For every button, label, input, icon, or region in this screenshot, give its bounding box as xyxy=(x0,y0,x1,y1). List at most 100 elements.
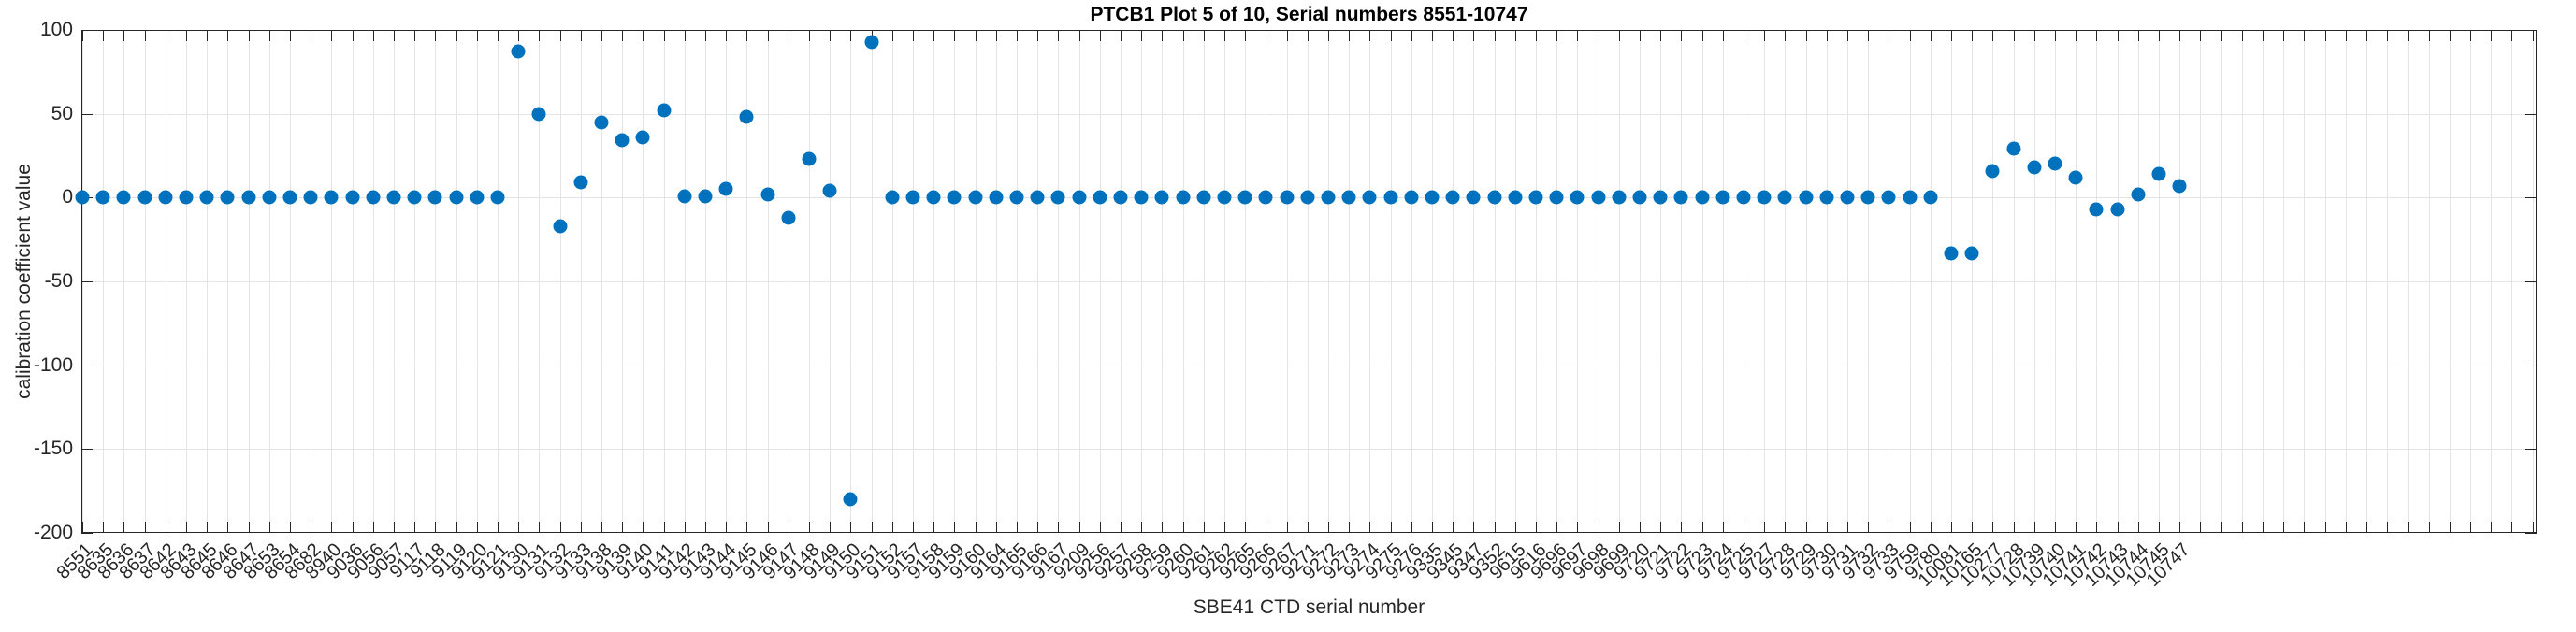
data-point xyxy=(1176,190,1191,205)
y-tick-mark xyxy=(81,113,93,115)
y-tick-label: -150 xyxy=(33,438,73,460)
x-tick-mark-top xyxy=(2449,30,2451,41)
x-tick-mark-top xyxy=(1203,30,1205,41)
x-tick-mark xyxy=(559,522,561,533)
data-point xyxy=(1881,190,1896,205)
x-tick-mark-top xyxy=(1826,30,1828,41)
x-tick-mark-top xyxy=(456,30,457,41)
x-tick-mark xyxy=(2511,522,2513,533)
x-tick-mark xyxy=(1121,522,1122,533)
x-tick-mark-top xyxy=(372,30,374,41)
x-tick-mark xyxy=(2117,522,2119,533)
x-tick-mark xyxy=(1930,522,1932,533)
x-tick-mark xyxy=(850,522,852,533)
x-tick-mark xyxy=(352,522,354,533)
x-tick-mark-top xyxy=(103,30,105,41)
data-point xyxy=(179,190,194,205)
x-tick-mark xyxy=(1099,522,1101,533)
x-tick-mark xyxy=(207,522,209,533)
x-tick-mark-top xyxy=(663,30,665,41)
x-tick-mark xyxy=(1162,522,1164,533)
data-point xyxy=(760,187,775,202)
x-tick-mark xyxy=(456,522,457,533)
data-point xyxy=(199,190,214,205)
x-tick-mark-top xyxy=(580,30,582,41)
x-tick-mark-top xyxy=(435,30,437,41)
data-point xyxy=(1964,246,1979,260)
x-tick-mark xyxy=(2159,522,2160,533)
x-tick-mark xyxy=(498,522,499,533)
data-point xyxy=(926,190,941,205)
x-tick-mark-top xyxy=(1536,30,1537,41)
data-point xyxy=(594,115,609,130)
x-tick-mark xyxy=(1369,522,1371,533)
x-tick-mark xyxy=(414,522,416,533)
data-point xyxy=(1425,190,1440,205)
data-point xyxy=(220,190,235,205)
x-tick-mark-top xyxy=(1909,30,1911,41)
x-tick-mark-top xyxy=(1618,30,1620,41)
x-tick-mark-top xyxy=(476,30,478,41)
x-tick-mark xyxy=(2283,522,2285,533)
x-tick-mark-top xyxy=(1556,30,1558,41)
data-point xyxy=(615,133,630,148)
x-tick-mark xyxy=(1037,522,1039,533)
x-tick-mark-top xyxy=(207,30,209,41)
x-tick-mark xyxy=(476,522,478,533)
x-tick-mark xyxy=(1432,522,1433,533)
x-tick-mark-top xyxy=(414,30,416,41)
y-gridline xyxy=(81,113,2537,115)
data-point xyxy=(822,183,837,198)
x-tick-mark-top xyxy=(2511,30,2513,41)
x-tick-mark-top xyxy=(1432,30,1433,41)
x-tick-mark-top xyxy=(352,30,354,41)
x-tick-mark xyxy=(1972,522,1974,533)
x-tick-mark xyxy=(1681,522,1683,533)
data-point xyxy=(1528,190,1543,205)
data-point xyxy=(2027,160,2042,175)
x-tick-mark xyxy=(643,522,644,533)
x-tick-mark-top xyxy=(975,30,977,41)
y-gridline xyxy=(81,281,2537,282)
x-tick-mark-top xyxy=(2428,30,2430,41)
x-tick-mark-top xyxy=(248,30,250,41)
data-point xyxy=(116,190,131,205)
x-tick-mark-top xyxy=(559,30,561,41)
data-point xyxy=(1258,190,1273,205)
x-tick-mark xyxy=(227,522,229,533)
data-point xyxy=(718,181,733,196)
x-tick-mark xyxy=(975,522,977,533)
data-point xyxy=(1777,190,1792,205)
data-point xyxy=(1944,246,1959,260)
data-point xyxy=(1321,190,1336,205)
data-point xyxy=(677,189,692,204)
data-point xyxy=(75,190,90,205)
data-point xyxy=(1903,190,1918,205)
x-tick-mark xyxy=(1577,522,1579,533)
x-tick-mark xyxy=(186,522,187,533)
x-tick-mark xyxy=(2179,522,2181,533)
x-tick-mark xyxy=(2304,522,2306,533)
x-tick-mark-top xyxy=(1494,30,1496,41)
data-point xyxy=(1113,190,1128,205)
x-tick-mark-top xyxy=(684,30,686,41)
y-tick-mark xyxy=(81,533,93,534)
x-tick-mark xyxy=(705,522,706,533)
x-tick-mark-top xyxy=(2055,30,2056,41)
x-tick-mark xyxy=(663,522,665,533)
x-tick-mark xyxy=(1017,522,1018,533)
x-tick-mark xyxy=(830,522,832,533)
data-point xyxy=(1673,190,1688,205)
x-tick-mark-top xyxy=(1099,30,1101,41)
data-point xyxy=(2131,187,2146,202)
data-point xyxy=(1570,190,1585,205)
data-point xyxy=(303,190,318,205)
x-tick-mark-top xyxy=(1224,30,1225,41)
data-point xyxy=(2068,170,2083,185)
data-point xyxy=(345,190,360,205)
data-point xyxy=(1093,190,1107,205)
x-tick-mark xyxy=(2137,522,2139,533)
x-tick-mark xyxy=(1328,522,1329,533)
data-point xyxy=(1985,164,2000,179)
x-tick-mark-top xyxy=(1805,30,1807,41)
